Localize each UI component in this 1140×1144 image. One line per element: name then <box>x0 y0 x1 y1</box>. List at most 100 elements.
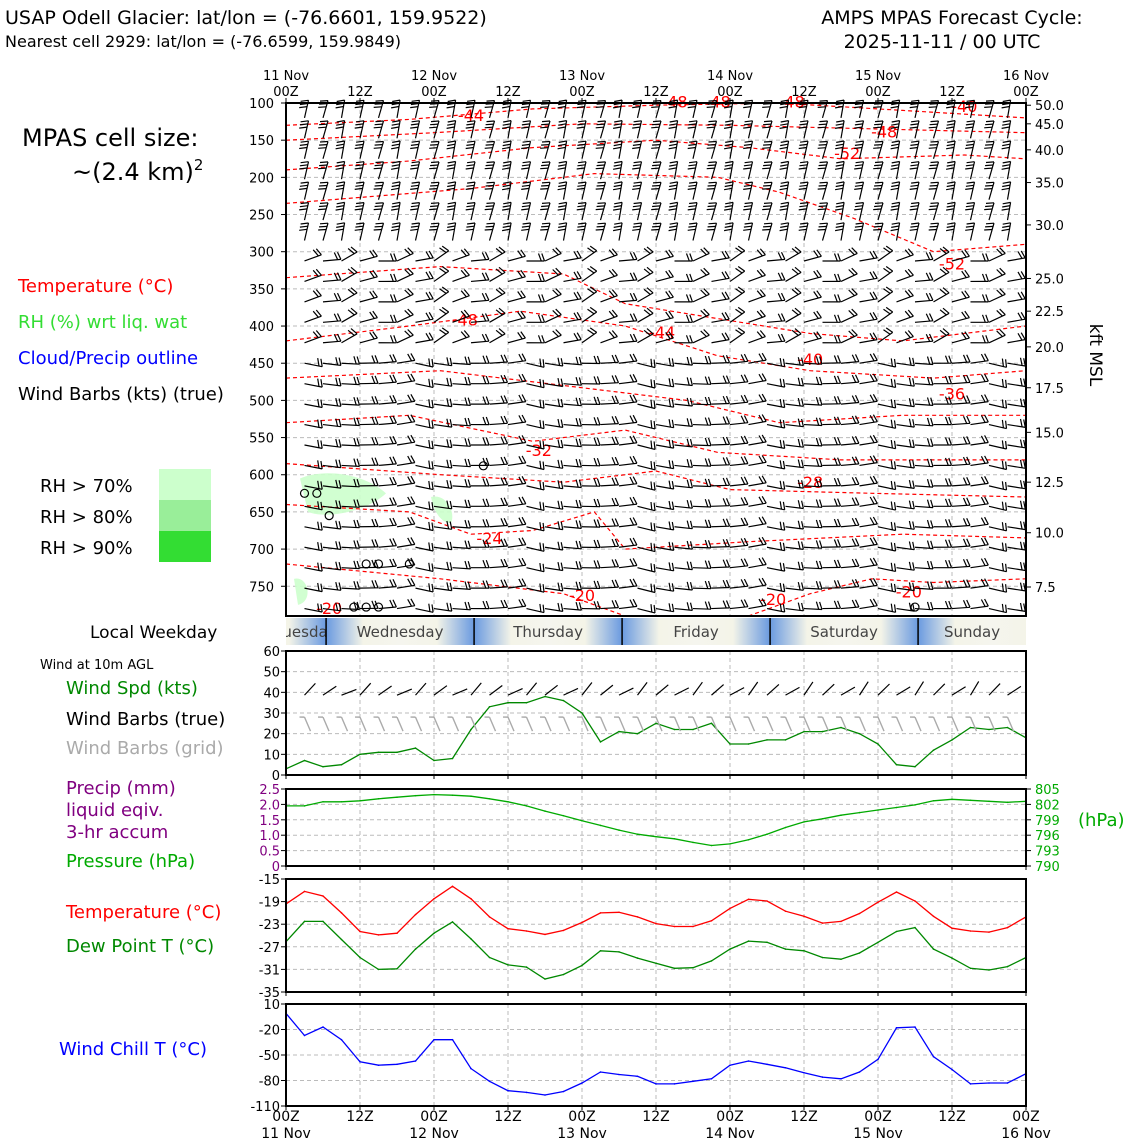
windchill-line-point <box>896 1027 898 1029</box>
wind-barb-flag <box>483 478 486 486</box>
wind-barb-flag <box>687 418 689 426</box>
wind-barb <box>860 258 878 261</box>
wind-barb <box>397 202 400 220</box>
wind-barb-flag <box>762 517 766 524</box>
wind-barb-flag <box>468 480 470 488</box>
wind-barb-flag <box>895 523 896 531</box>
wind-barb-flag <box>561 604 563 612</box>
dewpoint-line-point <box>970 968 972 970</box>
wind-barb-flag <box>816 602 818 610</box>
wind-barb-flag <box>354 459 356 467</box>
wind-barb-flag <box>504 355 507 362</box>
wind-barb-flag <box>744 416 748 423</box>
wind-barb-flag <box>870 272 874 279</box>
wind-barb-flag <box>725 202 733 203</box>
windchill-line-point <box>581 1082 583 1084</box>
pressure-line-point <box>859 812 861 814</box>
wind-barb-flag <box>949 540 952 548</box>
wind-barb <box>952 485 970 486</box>
wind-barb-flag <box>521 168 529 169</box>
wind-barb <box>508 277 525 282</box>
wind-barb-flag <box>450 522 452 530</box>
wind-barb-flag <box>931 223 939 224</box>
wind-barb-flag <box>983 274 986 282</box>
surface-wind-barb-grid <box>416 717 422 731</box>
wind-barb-flag <box>338 334 341 341</box>
wind-barb-flag <box>485 148 493 149</box>
wind-barb-flag <box>687 377 689 385</box>
wind-barb-flag <box>947 165 955 166</box>
wind-barb-flag <box>355 144 363 145</box>
wind-barb-flag <box>503 100 511 101</box>
wind-barb-flag <box>630 273 633 280</box>
wind-barb-flag <box>981 538 985 545</box>
wind-barb-flag <box>802 583 804 591</box>
wind-barb-flag <box>653 223 661 224</box>
wind-barb-flag <box>559 162 567 163</box>
wind-barb-flag <box>687 398 689 406</box>
wind-barb-flag <box>818 127 826 128</box>
wind-barb-flag <box>468 500 470 508</box>
wind-barb <box>952 141 955 159</box>
wind-barb-flag <box>723 519 726 526</box>
wind-barb <box>1008 527 1026 530</box>
xs-kft-label: 45.0 <box>1035 118 1064 133</box>
calm-circle <box>350 603 358 611</box>
wind-barb-flag <box>687 254 690 262</box>
wind-barb-flag <box>725 165 733 166</box>
wind-barb-flag <box>838 335 841 343</box>
wind-barb <box>305 121 309 139</box>
wind-barb-flag <box>1021 358 1023 366</box>
wind-barb-flag <box>741 600 745 607</box>
cross-section-panel: -44-48-48-48-40-48-52-52-48-44-40-36-32-… <box>249 69 1105 618</box>
wind-barb <box>804 318 821 323</box>
wind-barb-flag <box>429 107 437 108</box>
wind-barb <box>841 274 857 282</box>
wind-barb-flag <box>835 254 838 262</box>
wind-barb <box>638 313 654 322</box>
wind-barb-flag <box>522 558 526 565</box>
wind-barb-flag <box>852 580 855 587</box>
wind-barb-flag <box>930 252 933 259</box>
xs-ytick-label: 500 <box>249 394 274 409</box>
wind-barb-flag <box>1002 522 1003 530</box>
wind-barb-flag <box>429 148 437 149</box>
wind-barb-flag <box>432 420 433 428</box>
wind-barb <box>675 609 693 611</box>
wind-barb-flag <box>318 107 326 108</box>
wind-barb-flag <box>928 459 930 467</box>
wind-speed-line-point <box>322 766 324 768</box>
wind-barb-flag <box>391 315 394 323</box>
wind-barb-flag <box>691 357 693 365</box>
wind-barb <box>1008 568 1026 571</box>
wind-barb-flag <box>577 312 581 319</box>
wind-barb-flag <box>687 294 690 302</box>
wind-barb-flag <box>522 124 530 125</box>
wind-barb-flag <box>654 544 655 552</box>
wind-barb <box>564 121 567 139</box>
wind-barb-flag <box>447 378 449 386</box>
wind-barb-flag <box>339 378 341 386</box>
wind-barb <box>619 443 637 445</box>
wind-barb-flag <box>390 375 393 382</box>
wind-barb-flag <box>426 313 430 320</box>
wind-barb-flag <box>391 294 394 302</box>
wind-barb <box>786 293 802 302</box>
wind-barb-flag <box>502 188 510 189</box>
wind-barb <box>638 609 656 613</box>
wind-speed-line-point <box>896 764 898 766</box>
wind-barb-flag <box>744 559 748 566</box>
windchill-line-point <box>470 1068 472 1070</box>
ytick-label: 1.0 <box>259 829 280 844</box>
wind-barb <box>1008 465 1026 468</box>
wind-barb <box>749 162 753 180</box>
wind-barb-flag <box>394 294 397 302</box>
ytick-label: -19 <box>259 896 280 911</box>
wind-barb-flag <box>634 100 642 101</box>
wind-barb-flag <box>408 599 412 606</box>
wind-barb-flag <box>651 189 659 190</box>
wind-barb-flag <box>762 455 766 462</box>
windchill-line-point <box>341 1039 343 1041</box>
wind-barb <box>934 182 939 199</box>
wind-barb-flag <box>543 502 544 510</box>
